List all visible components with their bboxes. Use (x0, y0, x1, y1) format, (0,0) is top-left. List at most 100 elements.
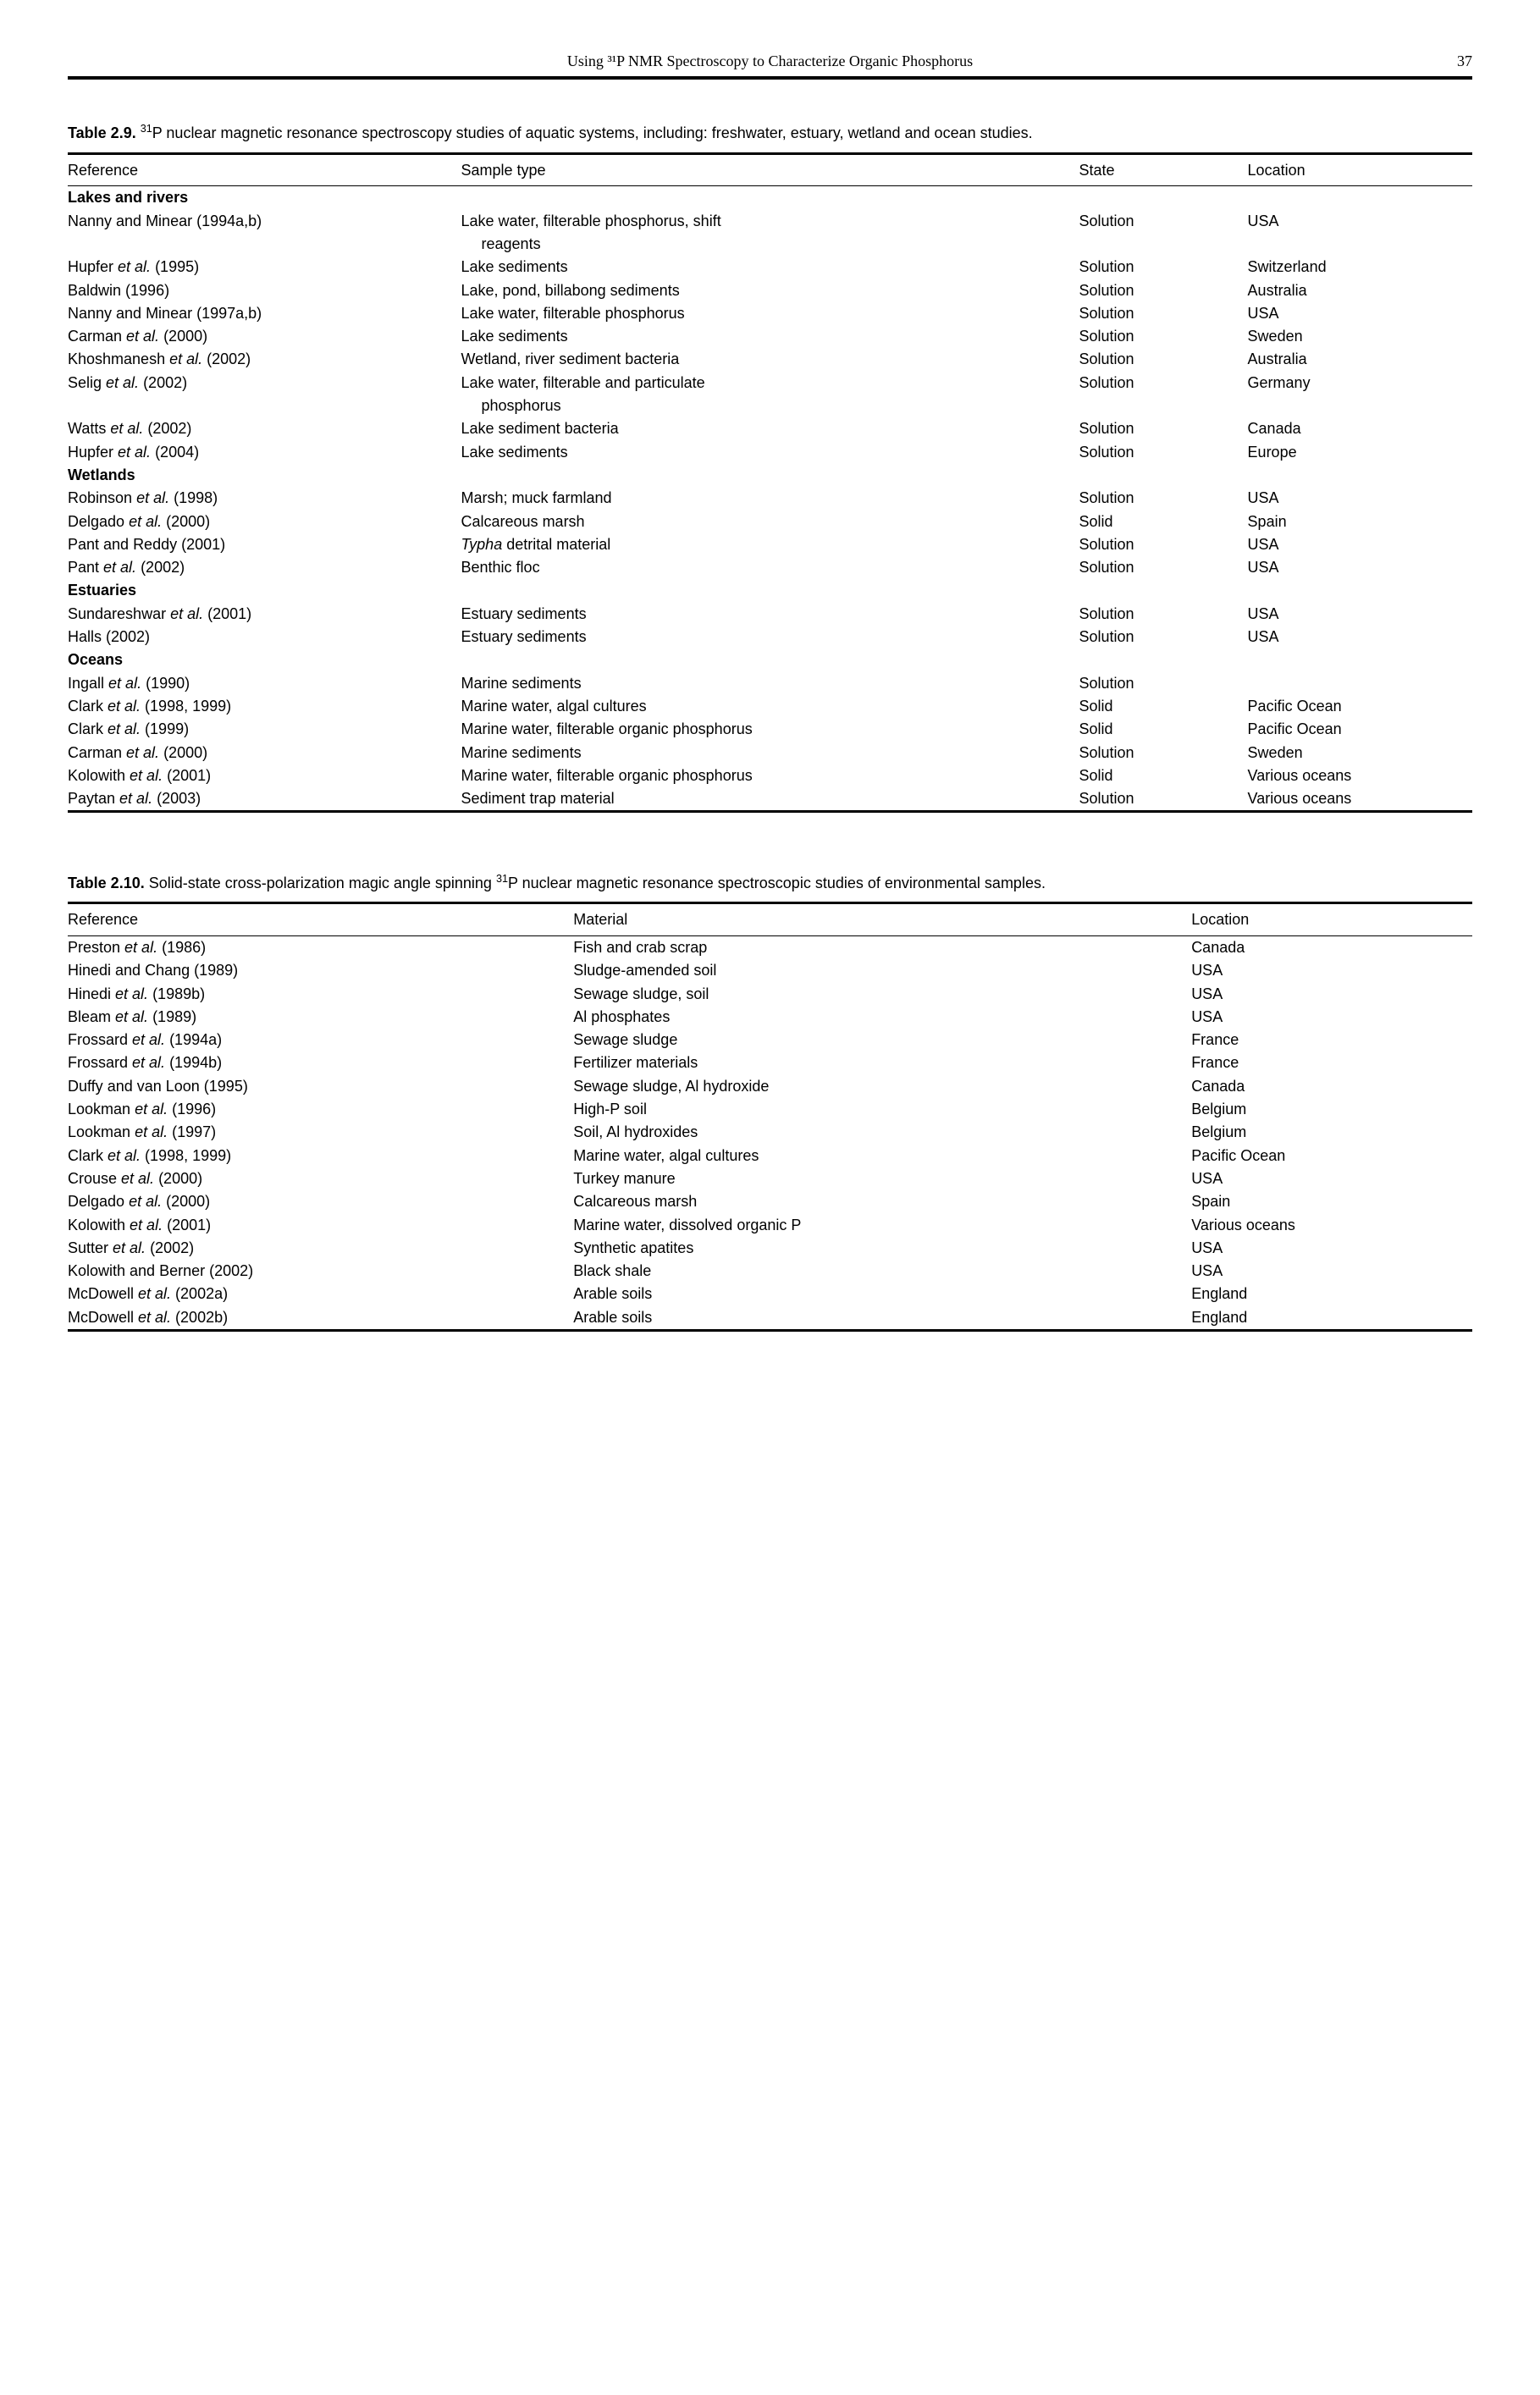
cell-state: Solution (1079, 533, 1247, 555)
cell-material: Arable soils (573, 1283, 1191, 1305)
cell-location: USA (1191, 959, 1472, 982)
cell-reference: Sutter et al. (2002) (68, 1236, 573, 1259)
table-row: Pant et al. (2002)Benthic flocSolutionUS… (68, 556, 1472, 579)
cell-state: Solution (1079, 209, 1247, 232)
cell-material: Marine water, dissolved organic P (573, 1213, 1191, 1236)
cell-reference: Nanny and Minear (1997a,b) (68, 301, 461, 324)
cell-location (1248, 671, 1472, 694)
cell-location: Pacific Ocean (1248, 694, 1472, 717)
cell-location: USA (1248, 533, 1472, 555)
table-row: Clark et al. (1999)Marine water, filtera… (68, 718, 1472, 741)
cell-reference: Preston et al. (1986) (68, 935, 573, 959)
cell-location: Switzerland (1248, 256, 1472, 279)
running-title: Using ³¹P NMR Spectroscopy to Characteri… (567, 52, 973, 69)
cell-location: Sweden (1248, 325, 1472, 348)
cell-location: USA (1248, 487, 1472, 510)
cell-location: USA (1191, 1236, 1472, 1259)
cell-state: Solution (1079, 602, 1247, 625)
cell-location: Various oceans (1191, 1213, 1472, 1236)
cell-reference: Hinedi and Chang (1989) (68, 959, 573, 982)
cell-material: Sludge-amended soil (573, 959, 1191, 982)
cell-location: Germany (1248, 371, 1472, 394)
table-row: Nanny and Minear (1997a,b)Lake water, fi… (68, 301, 1472, 324)
table-row: Kolowith and Berner (2002)Black shaleUSA (68, 1260, 1472, 1283)
cell-reference: Kolowith et al. (2001) (68, 764, 461, 786)
cell-reference: Baldwin (1996) (68, 279, 461, 301)
table-row: McDowell et al. (2002b)Arable soilsEngla… (68, 1305, 1472, 1330)
table-row: Frossard et al. (1994a)Sewage sludgeFran… (68, 1029, 1472, 1051)
cell-sample: Lake water, filterable and particulate (461, 371, 1079, 394)
cell-state: Solution (1079, 417, 1247, 440)
section-title: Wetlands (68, 463, 1472, 486)
cell-location: Spain (1191, 1190, 1472, 1213)
table-210-label: Table 2.10. (68, 875, 145, 891)
cell-state: Solution (1079, 556, 1247, 579)
cell-reference: Khoshmanesh et al. (2002) (68, 348, 461, 371)
table-row: Clark et al. (1998, 1999)Marine water, a… (68, 1144, 1472, 1167)
cell-sample: Lake sediments (461, 256, 1079, 279)
table-row: Carman et al. (2000)Marine sedimentsSolu… (68, 741, 1472, 764)
cell-location: Australia (1248, 279, 1472, 301)
cell-state: Solid (1079, 510, 1247, 533)
cell-location: Pacific Ocean (1248, 718, 1472, 741)
cell-location: Various oceans (1248, 764, 1472, 786)
col-location: Location (1248, 153, 1472, 185)
cell-location: Various oceans (1248, 787, 1472, 812)
cell-sample-cont: reagents (461, 232, 1079, 255)
table-row: Duffy and van Loon (1995)Sewage sludge, … (68, 1074, 1472, 1097)
cell-reference: Nanny and Minear (1994a,b) (68, 209, 461, 232)
table-row-cont: phosphorus (68, 395, 1472, 417)
cell-sample: Benthic floc (461, 556, 1079, 579)
table-row: Delgado et al. (2000)Calcareous marshSol… (68, 510, 1472, 533)
table-row: Baldwin (1996)Lake, pond, billabong sedi… (68, 279, 1472, 301)
section-title: Estuaries (68, 579, 1472, 602)
cell-sample: Estuary sediments (461, 626, 1079, 648)
cell-reference: Duffy and van Loon (1995) (68, 1074, 573, 1097)
cell-location: USA (1248, 209, 1472, 232)
cell-location: Australia (1248, 348, 1472, 371)
table-row: Robinson et al. (1998)Marsh; muck farmla… (68, 487, 1472, 510)
cell-location: USA (1248, 602, 1472, 625)
cell-state: Solution (1079, 671, 1247, 694)
cell-reference: Hinedi et al. (1989b) (68, 982, 573, 1005)
cell-reference: Clark et al. (1999) (68, 718, 461, 741)
cell-location: Belgium (1191, 1121, 1472, 1144)
table-row: Kolowith et al. (2001)Marine water, diss… (68, 1213, 1472, 1236)
table-row: Sundareshwar et al. (2001)Estuary sedime… (68, 602, 1472, 625)
cell-location: England (1191, 1283, 1472, 1305)
cell-sample: Wetland, river sediment bacteria (461, 348, 1079, 371)
cell-location: USA (1191, 1167, 1472, 1189)
cell-reference: McDowell et al. (2002a) (68, 1283, 573, 1305)
header-rule (68, 76, 1472, 80)
cell-state: Solution (1079, 279, 1247, 301)
cell-reference: Delgado et al. (2000) (68, 1190, 573, 1213)
cell-reference: Paytan et al. (2003) (68, 787, 461, 812)
cell-reference: McDowell et al. (2002b) (68, 1305, 573, 1330)
cell-reference: Watts et al. (2002) (68, 417, 461, 440)
cell-material: Fertilizer materials (573, 1051, 1191, 1074)
table-row: Lookman et al. (1996)High-P soilBelgium (68, 1098, 1472, 1121)
cell-reference: Halls (2002) (68, 626, 461, 648)
table-row: Preston et al. (1986)Fish and crab scrap… (68, 935, 1472, 959)
cell-reference: Frossard et al. (1994a) (68, 1029, 573, 1051)
cell-state: Solution (1079, 487, 1247, 510)
section-row: Wetlands (68, 463, 1472, 486)
cell-reference: Pant et al. (2002) (68, 556, 461, 579)
cell-reference: Carman et al. (2000) (68, 741, 461, 764)
table-row: Sutter et al. (2002)Synthetic apatitesUS… (68, 1236, 1472, 1259)
table-row: Delgado et al. (2000)Calcareous marshSpa… (68, 1190, 1472, 1213)
cell-state: Solution (1079, 787, 1247, 812)
cell-location: France (1191, 1051, 1472, 1074)
section-title: Oceans (68, 648, 1472, 671)
cell-sample: Lake sediments (461, 325, 1079, 348)
cell-state: Solution (1079, 256, 1247, 279)
table-row: Bleam et al. (1989)Al phosphatesUSA (68, 1005, 1472, 1028)
cell-reference: Clark et al. (1998, 1999) (68, 694, 461, 717)
section-row: Oceans (68, 648, 1472, 671)
table-row: Carman et al. (2000)Lake sedimentsSoluti… (68, 325, 1472, 348)
col-sample-type: Sample type (461, 153, 1079, 185)
cell-sample: Typha detrital material (461, 533, 1079, 555)
table-row: Selig et al. (2002)Lake water, filterabl… (68, 371, 1472, 394)
section-title: Lakes and rivers (68, 185, 1472, 209)
running-header: Using ³¹P NMR Spectroscopy to Characteri… (68, 51, 1472, 71)
